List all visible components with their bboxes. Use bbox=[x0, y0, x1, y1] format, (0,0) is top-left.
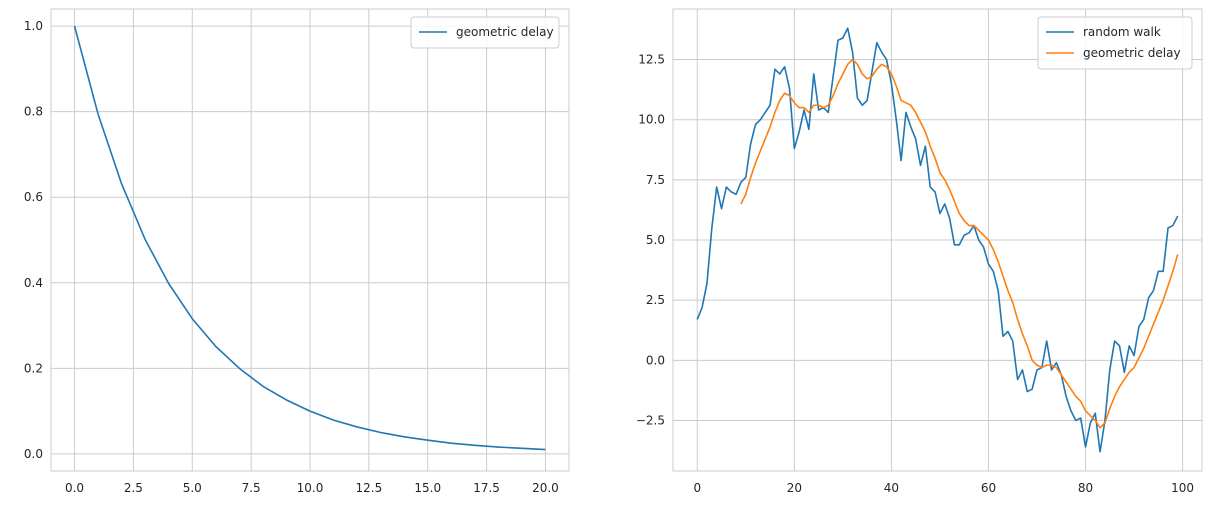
series-line-random-walk bbox=[696, 27, 1179, 453]
x-tick-label: 5.0 bbox=[183, 481, 202, 495]
y-tick-label: −2.5 bbox=[636, 413, 665, 427]
legend-label: geometric delay bbox=[456, 25, 554, 39]
right-chart: 0 20 40 60 80 100 −2.5 0.0 2.5 5.0 7.5 10.0 12.5 rand… bbox=[636, 8, 1203, 495]
y-tick-label: 0.0 bbox=[24, 447, 43, 461]
y-tick-label: 1.0 bbox=[24, 19, 43, 33]
x-tick-label: 20 bbox=[787, 481, 802, 495]
y-tick-label: 10.0 bbox=[638, 113, 665, 127]
series-line-geometric-delay bbox=[740, 58, 1179, 429]
plot-frame bbox=[672, 8, 1203, 472]
legend-label: geometric delay bbox=[1083, 46, 1181, 60]
x-tick-label: 17.5 bbox=[473, 481, 500, 495]
y-tick-label: 2.5 bbox=[646, 293, 665, 307]
y-tick-label: 0.0 bbox=[646, 353, 665, 367]
x-tick-label: 15.0 bbox=[414, 481, 441, 495]
y-tick-label: 0.2 bbox=[24, 361, 43, 375]
x-tick-label: 60 bbox=[981, 481, 996, 495]
x-tick-label: 7.5 bbox=[242, 481, 261, 495]
x-tick-label: 20.0 bbox=[532, 481, 559, 495]
legend: random walk geometric delay bbox=[1037, 16, 1193, 70]
y-tick-label: 12.5 bbox=[638, 53, 665, 67]
legend-box bbox=[410, 16, 560, 49]
y-tick-label: 0.8 bbox=[24, 105, 43, 119]
x-tick-label: 0 bbox=[693, 481, 701, 495]
y-tick-label: 5.0 bbox=[646, 233, 665, 247]
legend-box bbox=[1037, 16, 1193, 70]
y-tick-label: 0.6 bbox=[24, 190, 43, 204]
x-tick-label: 80 bbox=[1078, 481, 1093, 495]
x-tick-label: 40 bbox=[884, 481, 899, 495]
legend-label: random walk bbox=[1083, 25, 1161, 39]
x-tick-label: 12.5 bbox=[356, 481, 383, 495]
series-line-geometric-delay bbox=[73, 25, 546, 451]
x-tick-label: 10.0 bbox=[297, 481, 324, 495]
y-tick-label: 7.5 bbox=[646, 173, 665, 187]
legend: geometric delay bbox=[410, 16, 560, 49]
x-tick-label: 100 bbox=[1171, 481, 1194, 495]
x-tick-label: 0.0 bbox=[65, 481, 84, 495]
left-chart: 0.0 2.5 5.0 7.5 10.0 12.5 15.0 17.5 20.0 0.0 0.2 0.… bbox=[24, 8, 570, 495]
y-tick-label: 0.4 bbox=[24, 276, 43, 290]
x-tick-label: 2.5 bbox=[124, 481, 143, 495]
plot-frame bbox=[50, 8, 570, 472]
